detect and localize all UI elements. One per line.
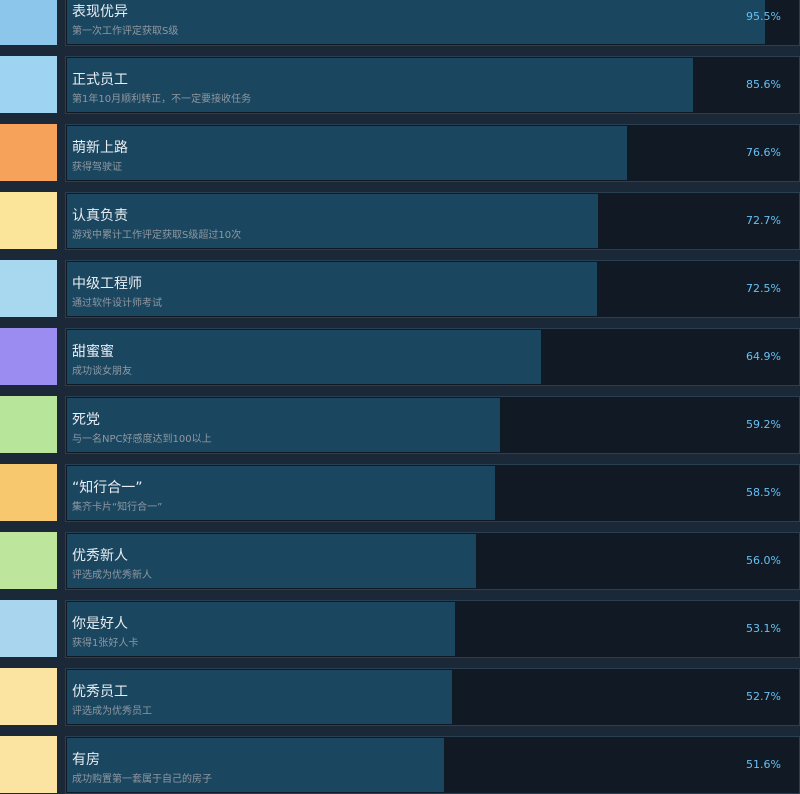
progress-bar (67, 126, 627, 180)
achievement-description: 通过软件设计师考试 (72, 298, 162, 309)
achievement-row: 甜蜜蜜成功谈女朋友 64.9% (0, 328, 800, 386)
achievement-description: 评选成为优秀员工 (72, 706, 152, 717)
achievement-percent: 59.2% (746, 418, 781, 431)
achievement-title: 正式员工 (72, 72, 128, 88)
progress-bar (67, 0, 766, 44)
achievement-panel: 甜蜜蜜成功谈女朋友 64.9% (65, 328, 800, 386)
achievement-description: 集齐卡片“知行合一” (72, 502, 163, 513)
achievement-title: 有房 (72, 752, 100, 768)
achievement-title: 你是好人 (72, 616, 128, 632)
progress-bar (67, 194, 599, 248)
achievement-row: 认真负责游戏中累计工作评定获取S级超过10次 72.7% (0, 192, 800, 250)
achievement-percent: 58.5% (746, 486, 781, 499)
achievement-row: 中级工程师通过软件设计师考试 72.5% (0, 260, 800, 318)
achievement-icon (0, 192, 57, 249)
achievement-description: 成功谈女朋友 (72, 366, 132, 377)
achievement-panel: 死党与一名NPC好感度达到100以上 59.2% (65, 396, 800, 454)
achievement-description: 第一次工作评定获取S级 (72, 26, 179, 37)
achievement-row: 正式员工第1年10月顺利转正，不一定要接收任务 85.6% (0, 56, 800, 114)
achievement-icon (0, 328, 57, 385)
progress-bar (67, 58, 693, 112)
achievement-row: 表现优异第一次工作评定获取S级 95.5% (0, 0, 800, 46)
progress-bar (67, 670, 453, 724)
achievement-icon (0, 464, 57, 521)
achievement-title: “知行合一” (72, 480, 143, 496)
achievement-description: 成功购置第一套属于自己的房子 (72, 774, 212, 785)
achievement-percent: 72.5% (746, 282, 781, 295)
achievement-icon (0, 124, 57, 181)
achievement-title: 优秀员工 (72, 684, 128, 700)
achievement-icon (0, 600, 57, 657)
progress-bar (67, 738, 445, 792)
achievement-icon (0, 396, 57, 453)
progress-bar (67, 534, 477, 588)
achievement-icon (0, 736, 57, 793)
achievement-title: 甜蜜蜜 (72, 344, 114, 360)
achievement-row: 优秀新人评选成为优秀新人 56.0% (0, 532, 800, 590)
achievement-title: 萌新上路 (72, 140, 128, 156)
achievement-percent: 51.6% (746, 758, 781, 771)
achievement-title: 中级工程师 (72, 276, 142, 292)
achievement-row: 死党与一名NPC好感度达到100以上 59.2% (0, 396, 800, 454)
achievement-description: 获得驾驶证 (72, 162, 122, 173)
progress-bar (67, 262, 597, 316)
achievement-icon (0, 56, 57, 113)
achievement-title: 优秀新人 (72, 548, 128, 564)
achievement-percent: 64.9% (746, 350, 781, 363)
progress-bar (67, 466, 495, 520)
achievement-panel: 中级工程师通过软件设计师考试 72.5% (65, 260, 800, 318)
achievement-icon (0, 668, 57, 725)
achievement-percent: 53.1% (746, 622, 781, 635)
achievement-row: 萌新上路获得驾驶证 76.6% (0, 124, 800, 182)
achievement-panel: 萌新上路获得驾驶证 76.6% (65, 124, 800, 182)
achievement-row: 优秀员工评选成为优秀员工 52.7% (0, 668, 800, 726)
achievement-percent: 72.7% (746, 214, 781, 227)
achievement-panel: 正式员工第1年10月顺利转正，不一定要接收任务 85.6% (65, 56, 800, 114)
achievement-panel: 有房成功购置第一套属于自己的房子 51.6% (65, 736, 800, 794)
achievement-description: 游戏中累计工作评定获取S级超过10次 (72, 230, 242, 241)
progress-bar (67, 602, 456, 656)
achievement-title: 认真负责 (72, 208, 128, 224)
achievement-panel: 优秀新人评选成为优秀新人 56.0% (65, 532, 800, 590)
achievement-panel: 你是好人获得1张好人卡 53.1% (65, 600, 800, 658)
achievement-icon (0, 260, 57, 317)
achievement-panel: “知行合一” 集齐卡片“知行合一” 58.5% (65, 464, 800, 522)
achievement-percent: 76.6% (746, 146, 781, 159)
achievement-description: 第1年10月顺利转正，不一定要接收任务 (72, 94, 252, 105)
achievement-description: 评选成为优秀新人 (72, 570, 152, 581)
achievement-title: 表现优异 (72, 4, 128, 20)
progress-bar (67, 330, 542, 384)
achievement-percent: 52.7% (746, 690, 781, 703)
achievement-description: 获得1张好人卡 (72, 638, 139, 649)
achievement-icon (0, 532, 57, 589)
achievement-panel: 表现优异第一次工作评定获取S级 95.5% (65, 0, 800, 46)
achievement-panel: 优秀员工评选成为优秀员工 52.7% (65, 668, 800, 726)
achievement-percent: 95.5% (746, 10, 781, 23)
achievement-description: 与一名NPC好感度达到100以上 (72, 434, 212, 445)
achievement-icon (0, 0, 57, 45)
achievement-row: 有房成功购置第一套属于自己的房子 51.6% (0, 736, 800, 794)
progress-bar (67, 398, 500, 452)
achievement-title: 死党 (72, 412, 100, 428)
achievement-percent: 85.6% (746, 78, 781, 91)
achievement-row: 你是好人获得1张好人卡 53.1% (0, 600, 800, 658)
achievement-percent: 56.0% (746, 554, 781, 567)
achievement-row: “知行合一” 集齐卡片“知行合一” 58.5% (0, 464, 800, 522)
achievement-panel: 认真负责游戏中累计工作评定获取S级超过10次 72.7% (65, 192, 800, 250)
